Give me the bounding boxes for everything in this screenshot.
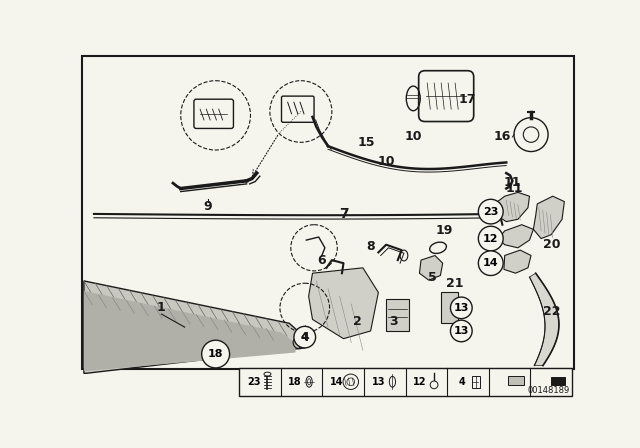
Ellipse shape [264,372,271,376]
Polygon shape [84,281,305,373]
Text: 6: 6 [317,254,326,267]
Text: 16: 16 [493,130,511,143]
Circle shape [478,251,503,276]
Text: 18: 18 [208,349,223,359]
Polygon shape [300,327,314,348]
Polygon shape [533,196,564,238]
Text: 10: 10 [378,155,395,168]
Text: 12: 12 [413,377,427,387]
Text: 2: 2 [353,315,362,328]
Text: 21: 21 [446,277,464,290]
Circle shape [347,378,355,386]
Circle shape [478,199,503,224]
Text: 14: 14 [483,258,499,268]
Circle shape [294,326,316,348]
Text: 13: 13 [372,377,385,387]
Polygon shape [495,192,529,222]
Polygon shape [504,250,531,273]
Text: 11: 11 [505,182,523,195]
Bar [441,293,458,323]
Bar [386,299,410,331]
Text: 14: 14 [330,377,344,387]
Text: 13: 13 [454,326,469,336]
Text: 10: 10 [404,130,422,143]
Bar [508,375,524,385]
Bar [551,377,565,385]
Polygon shape [419,255,443,280]
Ellipse shape [389,376,396,387]
Circle shape [202,340,230,368]
Circle shape [430,381,438,389]
Text: 15: 15 [358,136,376,149]
Bar [472,375,479,388]
Circle shape [478,226,503,251]
Text: 4: 4 [301,332,308,342]
Polygon shape [499,225,533,248]
Text: 1: 1 [157,302,166,314]
Text: 3: 3 [390,315,398,328]
Ellipse shape [306,376,312,387]
Circle shape [451,320,472,342]
Text: 12: 12 [483,233,499,244]
Text: 18: 18 [289,377,302,387]
Circle shape [343,374,358,389]
Text: 17: 17 [459,94,476,107]
Polygon shape [529,273,559,366]
Text: 22: 22 [543,305,561,318]
Text: 23: 23 [483,207,499,217]
Text: 11: 11 [504,176,521,189]
Text: 00148189: 00148189 [527,386,570,395]
Text: 13: 13 [454,303,469,313]
Text: 7: 7 [339,207,348,221]
Text: 5: 5 [428,271,437,284]
Bar [239,368,572,396]
Text: 19: 19 [436,224,453,237]
Ellipse shape [308,379,310,385]
Text: 20: 20 [543,238,561,251]
Text: 8: 8 [366,240,375,253]
Text: 4: 4 [300,331,309,344]
Text: 4: 4 [458,377,465,387]
Circle shape [451,297,472,319]
Polygon shape [308,268,378,339]
Text: 23: 23 [247,377,260,387]
Text: 9: 9 [204,200,212,213]
Polygon shape [84,291,296,371]
